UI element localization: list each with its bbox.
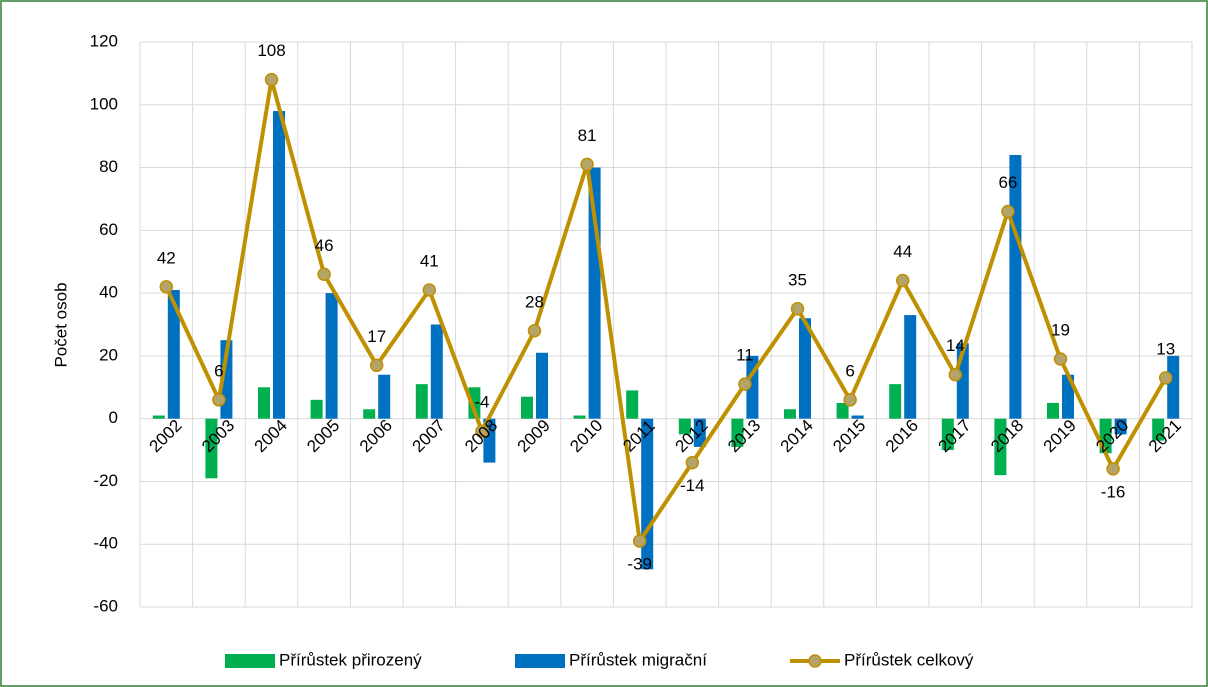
line-marker (948, 367, 963, 382)
bar (693, 418, 706, 447)
y-tick-label: 20 (99, 345, 118, 364)
legend-label: Přírůstek přirozený (279, 650, 422, 669)
y-tick-label: -60 (93, 596, 118, 615)
legend-label: Přírůstek migrační (569, 650, 707, 669)
data-label: -39 (627, 555, 652, 574)
y-axis-title: Počet osob (51, 282, 70, 367)
line-marker (422, 283, 437, 297)
bar (904, 315, 917, 419)
line-marker (369, 358, 384, 373)
data-label: 13 (1156, 339, 1175, 358)
bar (536, 352, 548, 419)
y-tick-label: 40 (99, 283, 118, 302)
line-marker (632, 534, 647, 548)
data-label: -4 (474, 393, 489, 412)
y-tick-label: 120 (90, 31, 118, 50)
line-marker (159, 280, 174, 294)
bar (363, 409, 376, 419)
y-tick-label: -20 (93, 471, 118, 490)
bar (1152, 418, 1165, 441)
line-marker (580, 157, 594, 172)
bar (430, 324, 443, 419)
bar (1062, 374, 1074, 419)
bar (836, 402, 849, 419)
line-marker (738, 377, 752, 391)
data-label: 11 (736, 346, 754, 365)
bar (626, 390, 639, 419)
y-tick-label: 100 (90, 94, 118, 113)
line-marker (317, 267, 331, 282)
data-label: 14 (946, 336, 965, 355)
line-marker (1106, 462, 1120, 476)
data-label: 6 (214, 361, 223, 380)
line-marker (895, 273, 910, 288)
y-tick-label: -40 (93, 534, 118, 553)
line-marker (1158, 371, 1173, 385)
data-label: 6 (845, 361, 854, 380)
bar (273, 111, 285, 419)
bar (573, 415, 586, 419)
legend-swatch (225, 654, 275, 668)
line-marker (790, 302, 805, 316)
bar (851, 415, 864, 419)
bar (678, 418, 691, 435)
bar (941, 418, 954, 451)
y-tick-label: 60 (99, 220, 118, 239)
data-label: 108 (257, 41, 285, 60)
data-label: 28 (525, 292, 544, 311)
data-label: 35 (788, 270, 807, 289)
line-marker (1001, 204, 1015, 219)
bar (415, 384, 428, 419)
line-marker (527, 324, 542, 338)
data-label: 81 (578, 126, 597, 145)
bar (994, 418, 1007, 476)
y-tick-label: 80 (99, 157, 118, 176)
data-label: 17 (367, 327, 386, 346)
bar (167, 289, 180, 419)
data-label: 41 (420, 251, 439, 270)
bar (152, 415, 165, 419)
bar (799, 318, 811, 419)
line-marker (843, 393, 857, 407)
bar (1047, 402, 1059, 419)
y-tick-label: 0 (109, 408, 118, 427)
data-label: 46 (315, 236, 334, 255)
legend-label: Přírůstek celkový (844, 650, 974, 669)
line-marker (212, 393, 226, 407)
bar (1009, 155, 1022, 419)
data-label: 44 (893, 242, 912, 261)
line-marker (475, 424, 489, 438)
bar (258, 387, 270, 419)
data-label: 19 (1051, 321, 1070, 340)
line-marker (685, 455, 700, 470)
line (164, 77, 1168, 544)
line-marker (264, 72, 279, 87)
bar (1114, 418, 1127, 435)
data-label: 66 (998, 173, 1017, 192)
line-marker (1053, 352, 1068, 366)
bar (1167, 355, 1180, 419)
bar (205, 418, 218, 479)
legend-marker (808, 654, 822, 668)
bar (889, 384, 902, 419)
legend-swatch (515, 654, 565, 668)
bar (325, 293, 338, 419)
data-label: -16 (1101, 482, 1126, 501)
bar (378, 374, 391, 419)
bar (468, 387, 481, 419)
bar (521, 396, 533, 419)
bar (784, 409, 796, 419)
bar (731, 418, 744, 447)
data-label: 42 (157, 248, 176, 267)
bar (310, 399, 323, 419)
data-label: -14 (680, 476, 705, 495)
